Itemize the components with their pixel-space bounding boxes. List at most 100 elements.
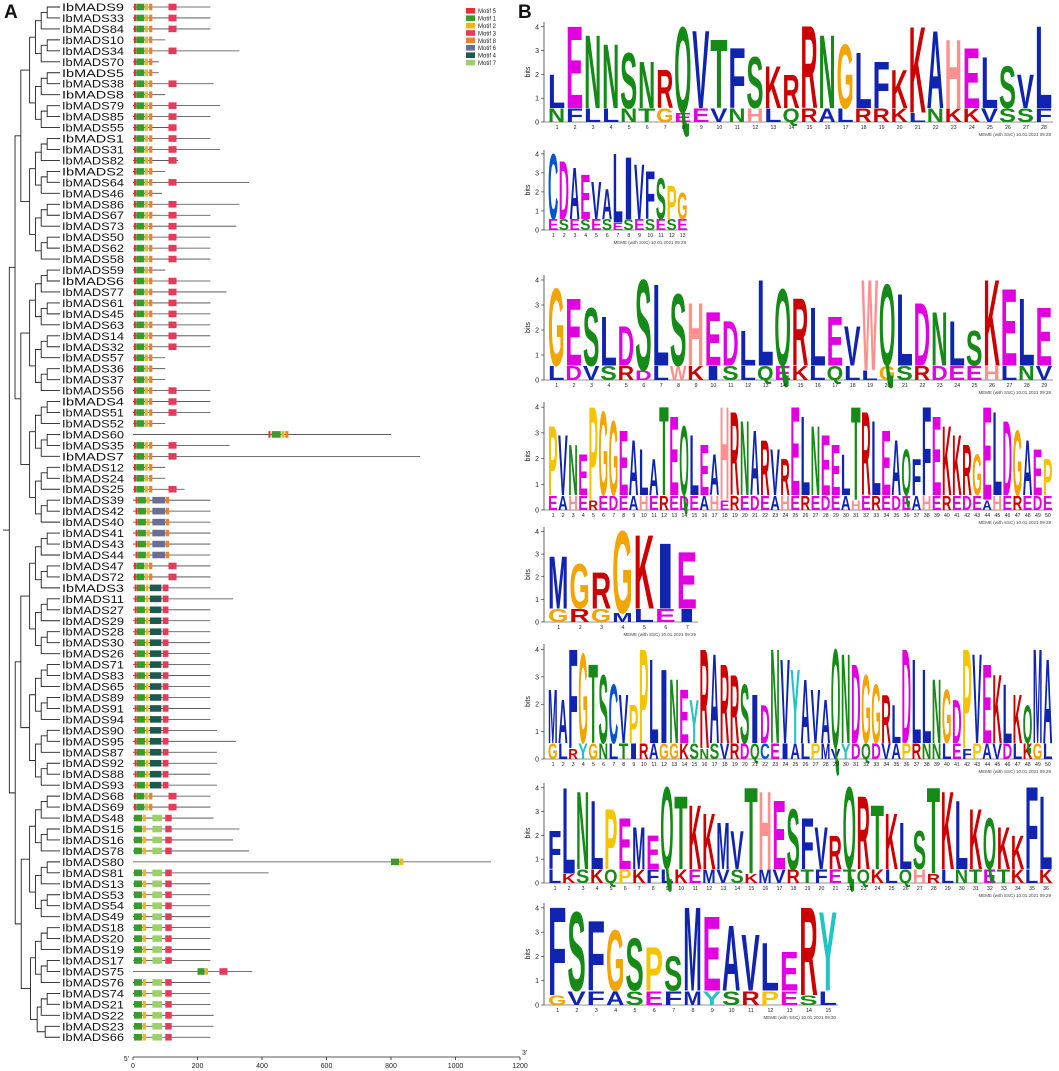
motif-box (149, 146, 153, 153)
motif-box (165, 551, 170, 559)
logo-position-label: 24 (954, 383, 960, 389)
gene-label: IbMADS71 (62, 660, 124, 672)
logo-residue: F (1035, 106, 1052, 127)
logo-residue: S (999, 106, 1016, 127)
motif-box (168, 792, 177, 800)
logo-position-label: 4 (614, 1008, 617, 1014)
motif-box (144, 299, 149, 307)
motif-box (149, 190, 153, 197)
logo-residue: F (645, 159, 655, 235)
motif-box (144, 255, 149, 263)
logo-position-label: 2 (563, 233, 566, 239)
tree-branch (46, 236, 60, 249)
logo-residue: S (786, 792, 799, 888)
logo-position-label: 47 (1015, 762, 1021, 768)
logo-residue: L (844, 364, 861, 386)
motif-box (146, 540, 150, 548)
logo-position-label: 12 (661, 762, 667, 768)
logo-residue: V (710, 106, 728, 127)
motif-box (134, 584, 137, 592)
logo-residue: L (837, 106, 854, 127)
motif-box (149, 748, 162, 756)
logo-position-label: 2 (562, 762, 565, 768)
logo-residue: N (922, 740, 932, 764)
logo-position-label: 17 (712, 762, 718, 768)
logo-residue: L (602, 106, 619, 127)
motif-box (144, 365, 149, 372)
motif-box (133, 266, 136, 274)
logo-position-label: 14 (789, 125, 795, 131)
logo-residue: S (623, 216, 634, 234)
tree-branch (40, 899, 60, 918)
logo-position-label: 31 (853, 762, 859, 768)
logo-residue: A (570, 153, 580, 236)
gene-label: IbMADS22 (62, 1010, 124, 1022)
logo-residue: L (649, 636, 659, 770)
motif-box (134, 727, 137, 734)
tree-branch (40, 373, 60, 392)
logo-residue: L (652, 260, 669, 391)
logo-residue: K (952, 418, 962, 514)
logo-residue: P (548, 405, 558, 516)
logo-y-tick-label: 3 (535, 809, 539, 816)
logo-residue: V (772, 867, 786, 888)
motif-box (149, 266, 153, 274)
logo-y-label: bits (525, 948, 532, 959)
logo-position-label: 4 (582, 762, 585, 768)
motif-box (144, 47, 149, 55)
logo-residue: R (873, 106, 890, 127)
logo-residue: L (981, 44, 998, 125)
logo-y-tick-label: 3 (535, 170, 539, 177)
motif-box (133, 1012, 143, 1019)
logo-residue: E (705, 295, 722, 382)
logo-y-tick-label: 1 (535, 857, 539, 864)
logo-position-label: 35 (894, 513, 900, 519)
logo-residue: D (952, 688, 962, 756)
logo-position-label: 17 (832, 383, 838, 389)
logo-residue: M (821, 740, 831, 764)
logo-residue: F (801, 805, 814, 886)
logo-residue: I (677, 607, 697, 627)
logo-residue: G (578, 629, 588, 771)
motif-box (162, 661, 169, 668)
logo-position-label: 38 (924, 513, 930, 519)
logo-residue: A (558, 492, 568, 515)
gene-label: IbMADS83 (62, 671, 124, 683)
logo-residue: G (837, 25, 854, 128)
motif-box (149, 759, 162, 767)
logo-position-label: 20 (897, 125, 903, 131)
legend-swatch (466, 22, 475, 29)
gene-label: IbMADS49 (62, 912, 124, 924)
logo-residue: E (1001, 265, 1018, 389)
logo-residue: G (548, 740, 558, 764)
logo-residue: P (588, 380, 598, 529)
logo-residue: T (801, 867, 815, 888)
axis-right-end: 3' (522, 1050, 527, 1057)
logo-residue: E (1023, 492, 1033, 515)
motif-box (133, 222, 136, 230)
logo-position-label: 6 (606, 233, 609, 239)
logo-residue: L (740, 364, 757, 386)
logo-y-tick-label: 4 (535, 647, 539, 654)
motif-box (149, 179, 153, 186)
tree-branch (20, 332, 30, 466)
motif-box (144, 354, 149, 362)
logo-position-label: 48 (1025, 513, 1031, 519)
logo-position-label: 19 (867, 383, 873, 389)
gene-label: IbMADS58 (62, 254, 124, 266)
motif-box (144, 157, 149, 164)
logo-residue: E (760, 492, 770, 515)
motif-box (133, 124, 136, 131)
logo-residue: E (619, 411, 629, 515)
motif-box (165, 880, 172, 888)
logo-position-label: 26 (1005, 125, 1011, 131)
logo-residue: H (710, 492, 720, 515)
motif-box (145, 694, 149, 701)
motif-box (133, 891, 143, 899)
logo-residue: A (982, 497, 992, 513)
logo-position-label: 21 (752, 762, 758, 768)
logo-position-label: 23 (937, 383, 943, 389)
motif-box (136, 573, 145, 581)
logo-residue: Q (902, 436, 912, 509)
logo-residue: I (655, 526, 675, 630)
